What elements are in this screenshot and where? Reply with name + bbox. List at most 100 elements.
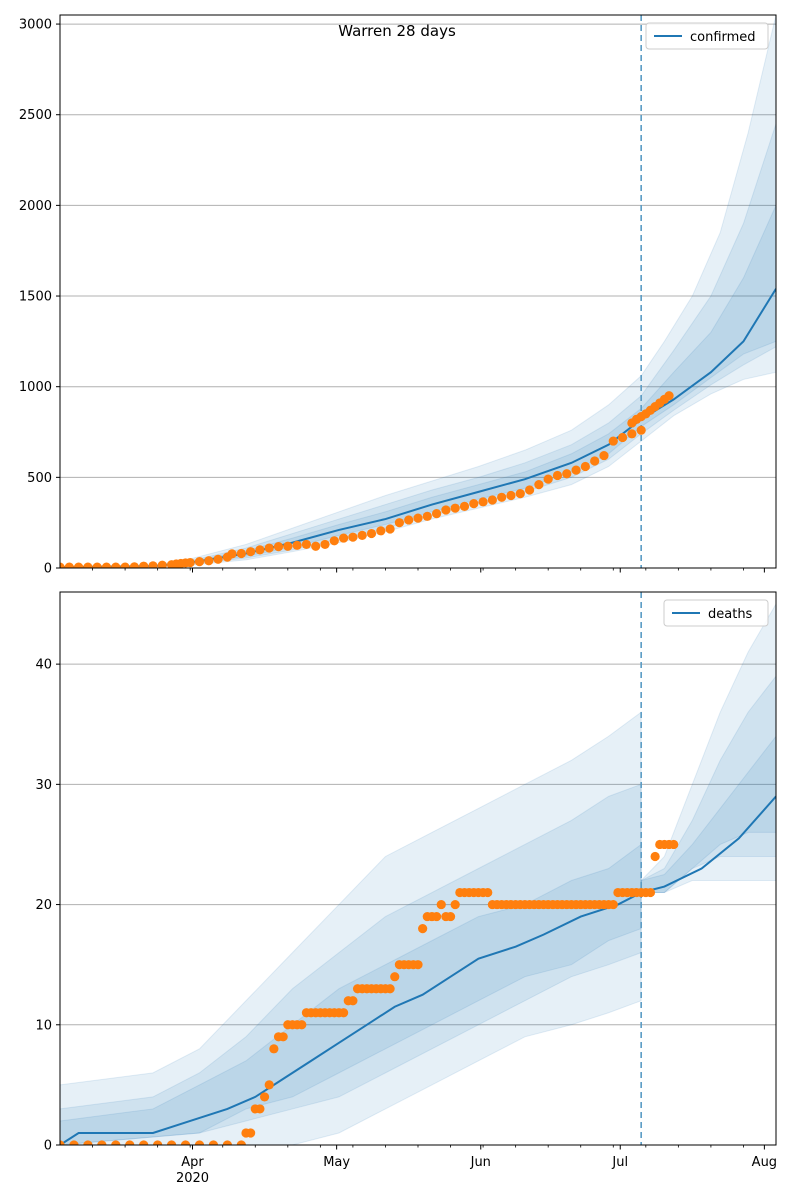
uncertainty-band-inner <box>60 205 776 568</box>
legend-box <box>645 22 769 50</box>
observed-point <box>394 518 405 528</box>
observed-point <box>431 509 442 519</box>
observed-point <box>292 540 302 550</box>
observed-point <box>478 497 488 507</box>
figure-title: Warren 28 days <box>338 22 456 40</box>
observed-point <box>543 474 553 484</box>
y-tick-label: 0 <box>44 1139 52 1154</box>
observed-point <box>153 1140 163 1145</box>
observed-point <box>69 1140 79 1145</box>
observed-point <box>366 528 377 539</box>
observed-point <box>60 1140 65 1145</box>
uncertainty-band-forecast-inner <box>640 735 776 894</box>
observed-point <box>339 1008 349 1018</box>
observed-point <box>246 1128 256 1138</box>
x-tick-label: Jul <box>611 1155 628 1170</box>
legend: deaths <box>663 599 769 627</box>
y-tick-label: 500 <box>27 471 52 486</box>
observed-point <box>617 432 628 443</box>
observed-point <box>459 501 470 511</box>
observed-point <box>185 557 195 568</box>
x-tick-label: Aug <box>752 1155 777 1170</box>
observed-point <box>571 465 581 475</box>
observed-point <box>329 536 339 546</box>
model-line-confirmed <box>60 288 776 568</box>
observed-point <box>413 513 423 523</box>
observed-point <box>450 503 460 513</box>
observed-point <box>101 562 112 568</box>
observed-point <box>83 1140 93 1145</box>
observed-point <box>139 1140 149 1145</box>
observed-point <box>339 533 349 543</box>
observed-point <box>650 851 660 862</box>
observed-point <box>436 899 446 910</box>
observed-point <box>301 539 312 550</box>
observed-point <box>264 1080 274 1090</box>
observed-point <box>669 839 679 850</box>
x-tick-sublabel: 2020 <box>176 1171 209 1186</box>
observed-point <box>524 485 535 495</box>
y-tick-label: 3000 <box>19 18 52 33</box>
y-tick-label: 1500 <box>19 290 52 305</box>
y-tick-label: 1000 <box>19 380 52 395</box>
observed-point <box>166 1140 177 1145</box>
observed-point <box>483 887 493 898</box>
observed-point <box>222 1140 232 1145</box>
observed-point <box>664 391 674 401</box>
y-tick-label: 40 <box>35 658 52 673</box>
observed-point <box>599 450 609 461</box>
observed-point <box>404 515 414 525</box>
observed-point <box>64 562 74 568</box>
observed-point <box>180 1140 191 1145</box>
observed-point <box>450 899 460 910</box>
observed-point <box>148 561 158 568</box>
legend-label: confirmed <box>690 30 756 45</box>
uncertainty-band-forecast-middle <box>640 675 776 894</box>
observed-point <box>376 526 386 536</box>
observed-point <box>194 1140 205 1145</box>
observed-point <box>83 562 93 568</box>
observed-point <box>129 562 139 568</box>
observed-point <box>269 1044 279 1054</box>
observed-point <box>236 1140 246 1145</box>
observed-point <box>413 960 423 970</box>
legend: confirmed <box>645 22 769 50</box>
observed-point <box>311 541 321 551</box>
observed-point <box>418 924 428 934</box>
observed-point <box>194 557 205 567</box>
observed-point <box>441 505 451 515</box>
uncertainty-band-forecast-outer <box>640 603 776 894</box>
observed-point <box>645 887 656 898</box>
observed-point <box>608 436 618 446</box>
plot-area <box>60 592 776 1145</box>
observed-point <box>580 461 590 472</box>
observed-point <box>157 560 167 568</box>
observed-point <box>515 489 525 499</box>
uncertainty-band-outer <box>60 15 776 568</box>
observed-point <box>385 984 395 994</box>
observed-point <box>73 562 84 568</box>
observed-point <box>278 1032 288 1042</box>
observed-point <box>264 543 274 553</box>
observed-point <box>92 562 102 568</box>
observed-point <box>111 1140 121 1145</box>
y-tick-label: 0 <box>44 562 52 577</box>
observed-point <box>469 499 479 509</box>
legend-label: deaths <box>708 607 753 622</box>
observed-point <box>445 911 456 922</box>
observed-point <box>497 492 507 502</box>
observed-point <box>204 556 214 566</box>
observed-point <box>139 561 149 568</box>
observed-point <box>273 542 284 552</box>
observed-point <box>283 541 293 551</box>
observed-point <box>111 562 121 568</box>
observed-point <box>259 1092 270 1102</box>
observed-point <box>236 548 246 559</box>
observed-point <box>348 996 358 1006</box>
observed-point <box>487 495 497 505</box>
observed-point <box>608 899 618 910</box>
y-tick-label: 20 <box>35 898 52 913</box>
y-tick-label: 10 <box>35 1018 52 1033</box>
observed-point <box>208 1140 219 1145</box>
